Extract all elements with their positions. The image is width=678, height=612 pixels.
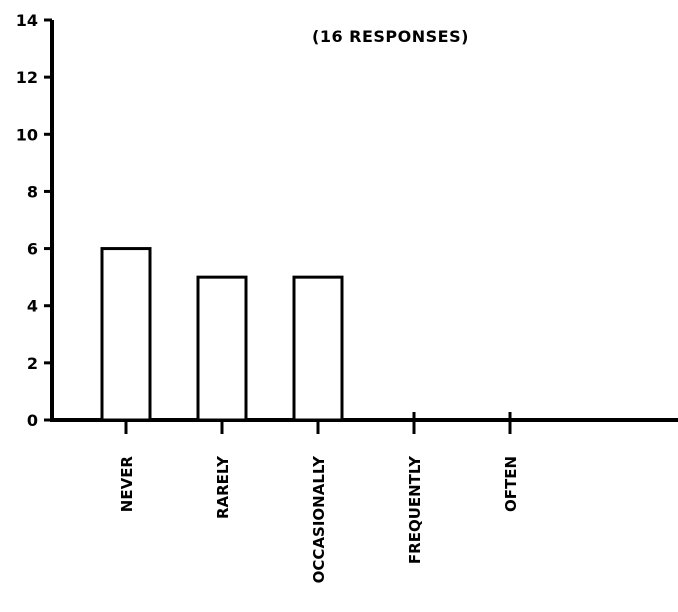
y-tick-label: 14	[16, 11, 38, 30]
y-tick-label: 6	[27, 240, 38, 259]
category-labels: NEVER RARELY OCCASIONALLY FREQUENTLY OFTEN	[118, 455, 520, 583]
bar-rarely	[196, 275, 248, 422]
y-tick-label: 12	[16, 68, 38, 87]
bar-occasionally	[292, 275, 344, 422]
category-label: OFTEN	[502, 456, 520, 512]
bars	[100, 247, 344, 422]
y-tick-label: 8	[27, 182, 38, 201]
chart-title: (16 RESPONSES)	[312, 27, 469, 46]
y-tick-label: 10	[16, 125, 38, 144]
y-axis: 0 2 4 6 8 10 12 14	[16, 11, 54, 430]
y-tick-label: 0	[27, 411, 38, 430]
y-tick-label: 2	[27, 354, 38, 373]
category-label: OCCASIONALLY	[310, 455, 328, 583]
category-label: NEVER	[118, 456, 136, 513]
bar-never	[100, 247, 152, 422]
y-tick-label: 4	[27, 297, 38, 316]
category-label: RARELY	[214, 455, 232, 519]
category-label: FREQUENTLY	[406, 455, 424, 564]
